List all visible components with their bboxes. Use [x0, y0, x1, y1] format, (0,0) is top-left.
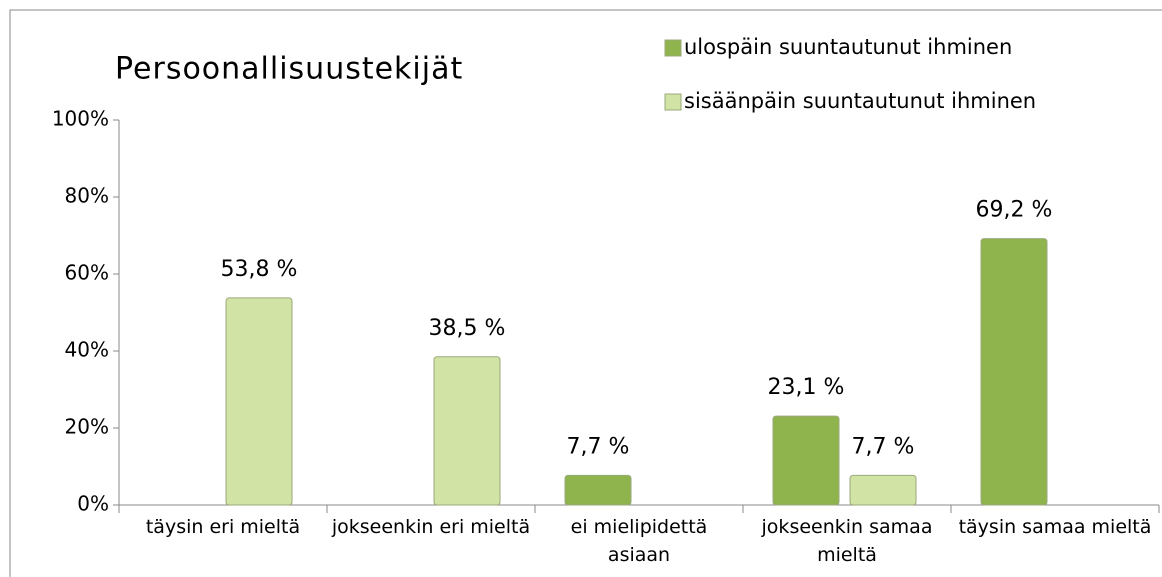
x-tick-label: täysin eri mieltä — [145, 516, 301, 538]
data-label: 7,7 % — [852, 434, 915, 459]
y-tick-label: 20% — [65, 415, 109, 439]
bar — [772, 415, 840, 506]
y-tick-label: 80% — [65, 184, 109, 208]
data-label: 7,7 % — [567, 434, 630, 459]
y-tick-label: 0% — [77, 492, 109, 516]
bar — [433, 356, 501, 506]
data-label: 23,1 % — [768, 375, 845, 400]
bar — [225, 297, 293, 506]
y-tick-label: 100% — [52, 107, 109, 131]
bar — [564, 474, 632, 506]
y-tick-label: 60% — [65, 261, 109, 285]
legend-label: sisäänpäin suuntautunut ihminen — [684, 89, 1036, 113]
legend-label: ulospäin suuntautunut ihminen — [684, 35, 1012, 59]
x-tick-label: jokseenkin samaa mieltä — [761, 516, 933, 566]
data-label: 38,5 % — [429, 316, 506, 341]
bar — [980, 238, 1048, 506]
chart-title: Persoonallisuustekijät — [115, 52, 463, 87]
x-tick-label: ei mielipidettä asiaan — [570, 516, 708, 566]
legend-swatch — [664, 93, 682, 111]
data-label: 53,8 % — [221, 257, 298, 282]
bar — [849, 474, 917, 506]
x-tick-label: täysin samaa mieltä — [958, 516, 1152, 538]
legend-swatch — [664, 39, 682, 57]
data-label: 69,2 % — [976, 198, 1053, 223]
y-tick-label: 40% — [65, 338, 109, 362]
x-tick-label: jokseenkin eri mieltä — [331, 516, 531, 538]
